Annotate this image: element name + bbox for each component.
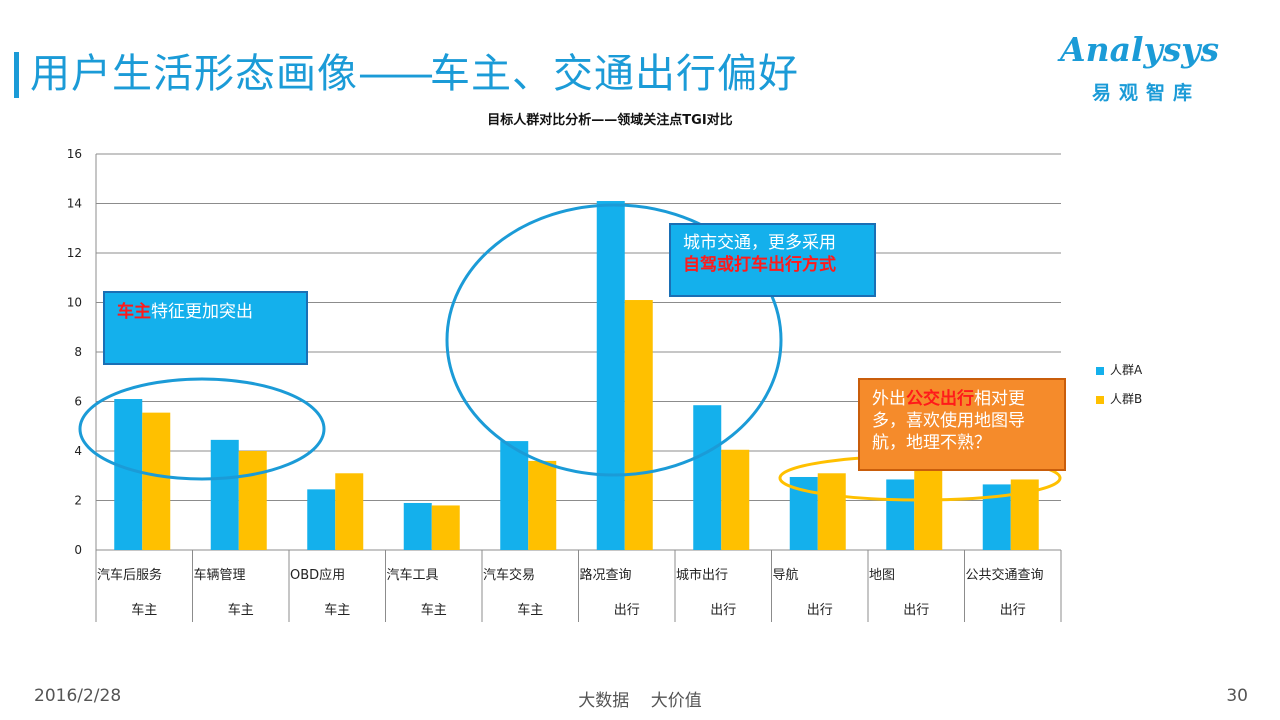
x-category-label: 地图 <box>869 568 895 583</box>
chart-title: 目标人群对比分析——领域关注点TGI对比 <box>487 113 733 128</box>
bar-series-b <box>431 505 460 550</box>
bar-series-a <box>886 479 915 550</box>
bar-series-a <box>596 201 625 550</box>
page-title: 用户生活形态画像——车主、交通出行偏好 <box>30 46 799 102</box>
footer-slogan: 大数据 大价值 <box>578 691 702 711</box>
legend-swatch-series-b <box>1096 395 1104 404</box>
x-group-label: 车主 <box>131 602 157 618</box>
x-group-label: 出行 <box>807 603 833 618</box>
title-accent-bar <box>14 52 19 98</box>
y-tick-label: 6 <box>74 395 82 409</box>
y-tick-label: 12 <box>67 246 82 260</box>
bar-series-b <box>817 473 846 550</box>
x-category-label: 汽车工具 <box>387 567 439 583</box>
x-group-label: 出行 <box>1000 603 1026 618</box>
highlight-ellipse-road-city <box>445 203 783 477</box>
bar-series-a <box>693 405 722 550</box>
page-title-dash: —— <box>358 51 434 97</box>
x-category-label: 公共交通查询 <box>966 567 1044 583</box>
y-tick-label: 2 <box>74 494 82 508</box>
bar-series-a <box>500 441 529 550</box>
legend-label-series-b: 人群B <box>1110 392 1143 406</box>
bar-series-b <box>238 451 267 550</box>
footer-date: 2016/2/28 <box>34 686 122 706</box>
y-tick-label: 0 <box>74 543 82 557</box>
bar-series-a <box>307 489 336 550</box>
bar-series-b <box>335 473 364 550</box>
callout-public-transit: 外出公交出行相对更多，喜欢使用地图导航，地理不熟？ <box>858 378 1066 471</box>
x-group-label: 车主 <box>324 602 350 618</box>
x-category-label: 汽车交易 <box>483 567 535 583</box>
callout-public-transit-prefix: 外出 <box>872 389 906 409</box>
callout-car-owner-highlight: 车主 <box>117 302 151 322</box>
x-group-label: 出行 <box>614 603 640 618</box>
legend-label-series-a: 人群A <box>1110 363 1143 377</box>
callout-city-traffic-line1: 城市交通，更多采用 <box>683 233 836 253</box>
callout-public-transit-highlight: 公交出行 <box>906 389 974 409</box>
page-title-sub: 车主、交通出行偏好 <box>430 51 799 97</box>
bar-series-b <box>528 460 557 550</box>
callout-city-traffic: 城市交通，更多采用 自驾或打车出行方式 <box>669 223 876 297</box>
x-group-label: 出行 <box>710 603 736 618</box>
callout-city-traffic-highlight: 自驾或打车出行方式 <box>683 255 836 275</box>
page-title-main: 用户生活形态画像 <box>30 51 358 97</box>
x-category-label: 汽车后服务 <box>97 567 162 583</box>
logo-chinese-name: 易观智库 <box>1092 82 1201 104</box>
x-category-label: OBD应用 <box>290 567 345 583</box>
bar-series-b <box>142 412 171 550</box>
page-number: 30 <box>1226 686 1248 706</box>
y-tick-label: 10 <box>67 296 82 310</box>
callout-car-owner: 车主特征更加突出 <box>103 291 308 365</box>
y-tick-label: 8 <box>74 345 82 359</box>
x-group-label: 出行 <box>903 603 929 618</box>
y-tick-label: 4 <box>74 444 82 458</box>
bar-series-b <box>914 468 943 550</box>
callout-car-owner-text: 特征更加突出 <box>151 302 253 322</box>
x-category-label: 路况查询 <box>580 567 632 583</box>
highlight-ellipse-car-owner <box>78 377 326 481</box>
x-group-label: 车主 <box>228 602 254 618</box>
x-category-label: 导航 <box>773 567 799 583</box>
x-category-label: 城市出行 <box>676 567 728 583</box>
x-group-label: 车主 <box>421 602 447 618</box>
y-tick-label: 16 <box>67 147 82 161</box>
analysys-logo: Analysys 易观智库 <box>1060 30 1250 110</box>
legend-item-series-b: 人群B <box>1096 390 1142 407</box>
bar-series-b <box>721 449 750 550</box>
logo-wordmark: Analysys <box>1060 30 1220 69</box>
x-group-label: 车主 <box>517 602 543 618</box>
callout-public-transit-suffix: 相对更多，喜欢使用地图导航，地理不熟？ <box>872 389 1025 453</box>
legend-item-series-a: 人群A <box>1096 361 1142 378</box>
bar-series-a <box>210 439 239 550</box>
y-tick-label: 14 <box>67 197 82 211</box>
bar-series-a <box>114 399 143 550</box>
bar-series-b <box>624 300 653 550</box>
bar-series-a <box>403 502 432 550</box>
x-category-label: 车辆管理 <box>194 567 246 583</box>
legend-swatch-series-a <box>1096 366 1104 375</box>
